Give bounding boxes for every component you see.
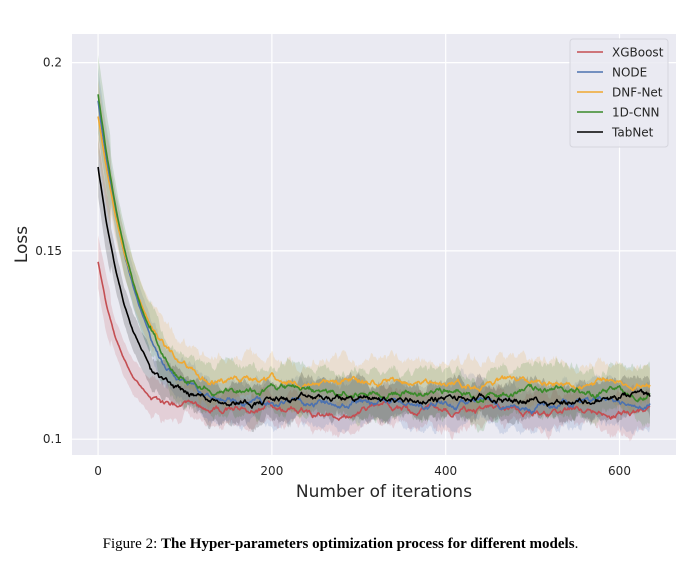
caption-title: The Hyper-parameters optimization proces…	[161, 536, 575, 552]
figure-caption: Figure 2: The Hyper-parameters optimizat…	[0, 536, 681, 553]
x-axis-ticks: 0 200 400 600	[94, 464, 631, 478]
legend-item: XGBoost	[577, 46, 664, 60]
loss-chart: 0 200 400 600 0.1 0.15 0.2 Number of iteratio…	[12, 34, 676, 502]
legend-label: DNF-Net	[612, 86, 663, 100]
legend-item: TabNet	[577, 126, 654, 140]
caption-suffix: .	[574, 536, 579, 552]
band-1d-cnn	[98, 54, 650, 433]
legend-box	[569, 38, 669, 148]
line-dnf-net	[97, 116, 651, 392]
y-tick-label: 0.2	[43, 56, 62, 70]
legend-item: 1D-CNN	[577, 106, 660, 120]
x-axis-title: Number of iterations	[296, 482, 472, 502]
legend-label: XGBoost	[612, 46, 664, 60]
series-lines	[97, 94, 651, 421]
line-1d-cnn	[97, 94, 651, 404]
y-axis-ticks: 0.1 0.15 0.2	[35, 56, 62, 447]
legend-label: 1D-CNN	[612, 106, 660, 120]
x-tick-label: 400	[434, 464, 457, 478]
x-tick-label: 200	[260, 464, 283, 478]
line-tabnet	[97, 166, 651, 409]
line-xgboost	[97, 261, 651, 421]
legend: XGBoost NODE DNF-Net 1D-CNN TabNet	[569, 38, 669, 148]
x-tick-label: 600	[608, 464, 631, 478]
y-tick-label: 0.1	[43, 432, 62, 446]
legend-label: TabNet	[611, 126, 654, 140]
caption-prefix: Figure 2:	[102, 536, 162, 552]
legend-item: NODE	[577, 66, 647, 80]
legend-label: NODE	[612, 66, 647, 80]
y-tick-label: 0.15	[35, 244, 62, 258]
legend-item: DNF-Net	[577, 86, 663, 100]
band-xgboost	[98, 235, 650, 442]
y-axis-title: Loss	[12, 226, 32, 263]
x-tick-label: 0	[94, 464, 102, 478]
